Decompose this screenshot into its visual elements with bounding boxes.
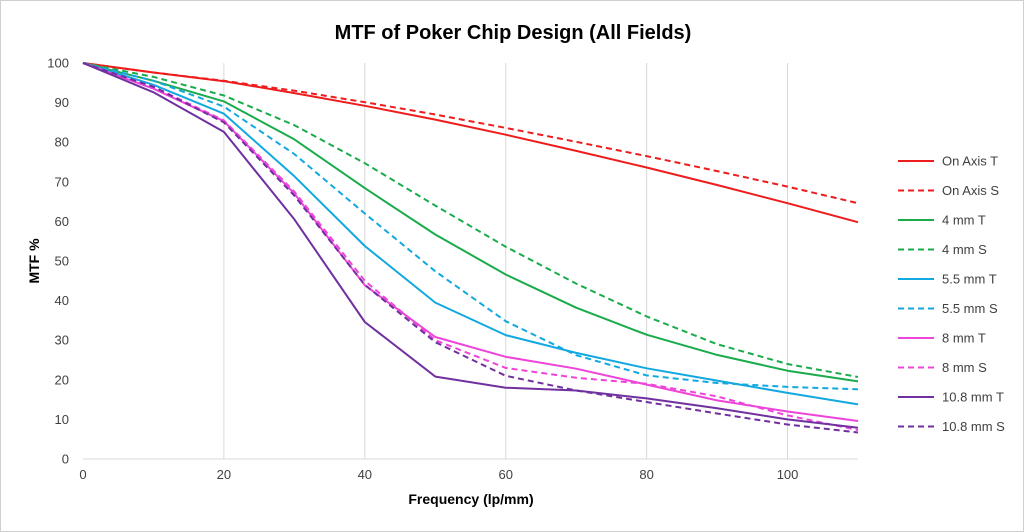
y-tick-label: 10 bbox=[55, 412, 69, 427]
y-tick-label: 90 bbox=[55, 95, 69, 110]
series-line-1 bbox=[82, 62, 859, 205]
y-tick-label: 50 bbox=[55, 254, 69, 269]
legend-label-0: On Axis T bbox=[942, 154, 998, 169]
y-tick-label: 40 bbox=[55, 293, 69, 308]
y-tick-label: 0 bbox=[62, 452, 69, 467]
y-tick-label: 70 bbox=[55, 174, 69, 189]
legend: On Axis T On Axis S 4 mm T 4 mm S 5.5 mm T 5.… bbox=[898, 154, 1005, 434]
legend-label-3: 4 mm S bbox=[942, 242, 987, 257]
x-tick-label: 20 bbox=[217, 467, 231, 482]
y-tick-label: 20 bbox=[55, 372, 69, 387]
y-tick-label: 30 bbox=[55, 333, 69, 348]
x-axis-label: Frequency (lp/mm) bbox=[408, 491, 533, 507]
legend-label-4: 5.5 mm T bbox=[942, 272, 997, 287]
series-line-4 bbox=[82, 62, 859, 406]
series-line-5 bbox=[82, 62, 859, 391]
series-lines bbox=[82, 62, 859, 434]
legend-label-5: 5.5 mm S bbox=[942, 301, 998, 316]
x-tick-label: 40 bbox=[358, 467, 372, 482]
y-tick-label: 60 bbox=[55, 214, 69, 229]
series-line-8 bbox=[82, 62, 859, 429]
y-tick-label: 100 bbox=[47, 56, 69, 71]
legend-label-7: 8 mm S bbox=[942, 360, 987, 375]
series-line-3 bbox=[82, 62, 859, 378]
legend-label-8: 10.8 mm T bbox=[942, 390, 1004, 405]
series-line-6 bbox=[82, 62, 859, 422]
y-tick-labels: 0 10 20 30 40 50 60 70 80 90 100 bbox=[47, 56, 69, 467]
series-line-9 bbox=[82, 62, 859, 434]
x-tick-label: 0 bbox=[79, 467, 86, 482]
grid-lines bbox=[223, 63, 789, 459]
legend-label-1: On Axis S bbox=[942, 183, 999, 198]
x-tick-labels: 0 20 40 60 80 100 bbox=[79, 467, 798, 482]
x-tick-label: 80 bbox=[639, 467, 653, 482]
series-line-2 bbox=[82, 62, 859, 383]
legend-label-9: 10.8 mm S bbox=[942, 419, 1005, 434]
x-tick-label: 60 bbox=[498, 467, 512, 482]
y-tick-label: 80 bbox=[55, 135, 69, 150]
legend-label-6: 8 mm T bbox=[942, 331, 986, 346]
x-tick-label: 100 bbox=[777, 467, 799, 482]
legend-label-2: 4 mm T bbox=[942, 213, 986, 228]
chart-title: MTF of Poker Chip Design (All Fields) bbox=[335, 22, 692, 44]
series-line-0 bbox=[82, 62, 859, 224]
y-axis-label: MTF % bbox=[26, 238, 42, 284]
